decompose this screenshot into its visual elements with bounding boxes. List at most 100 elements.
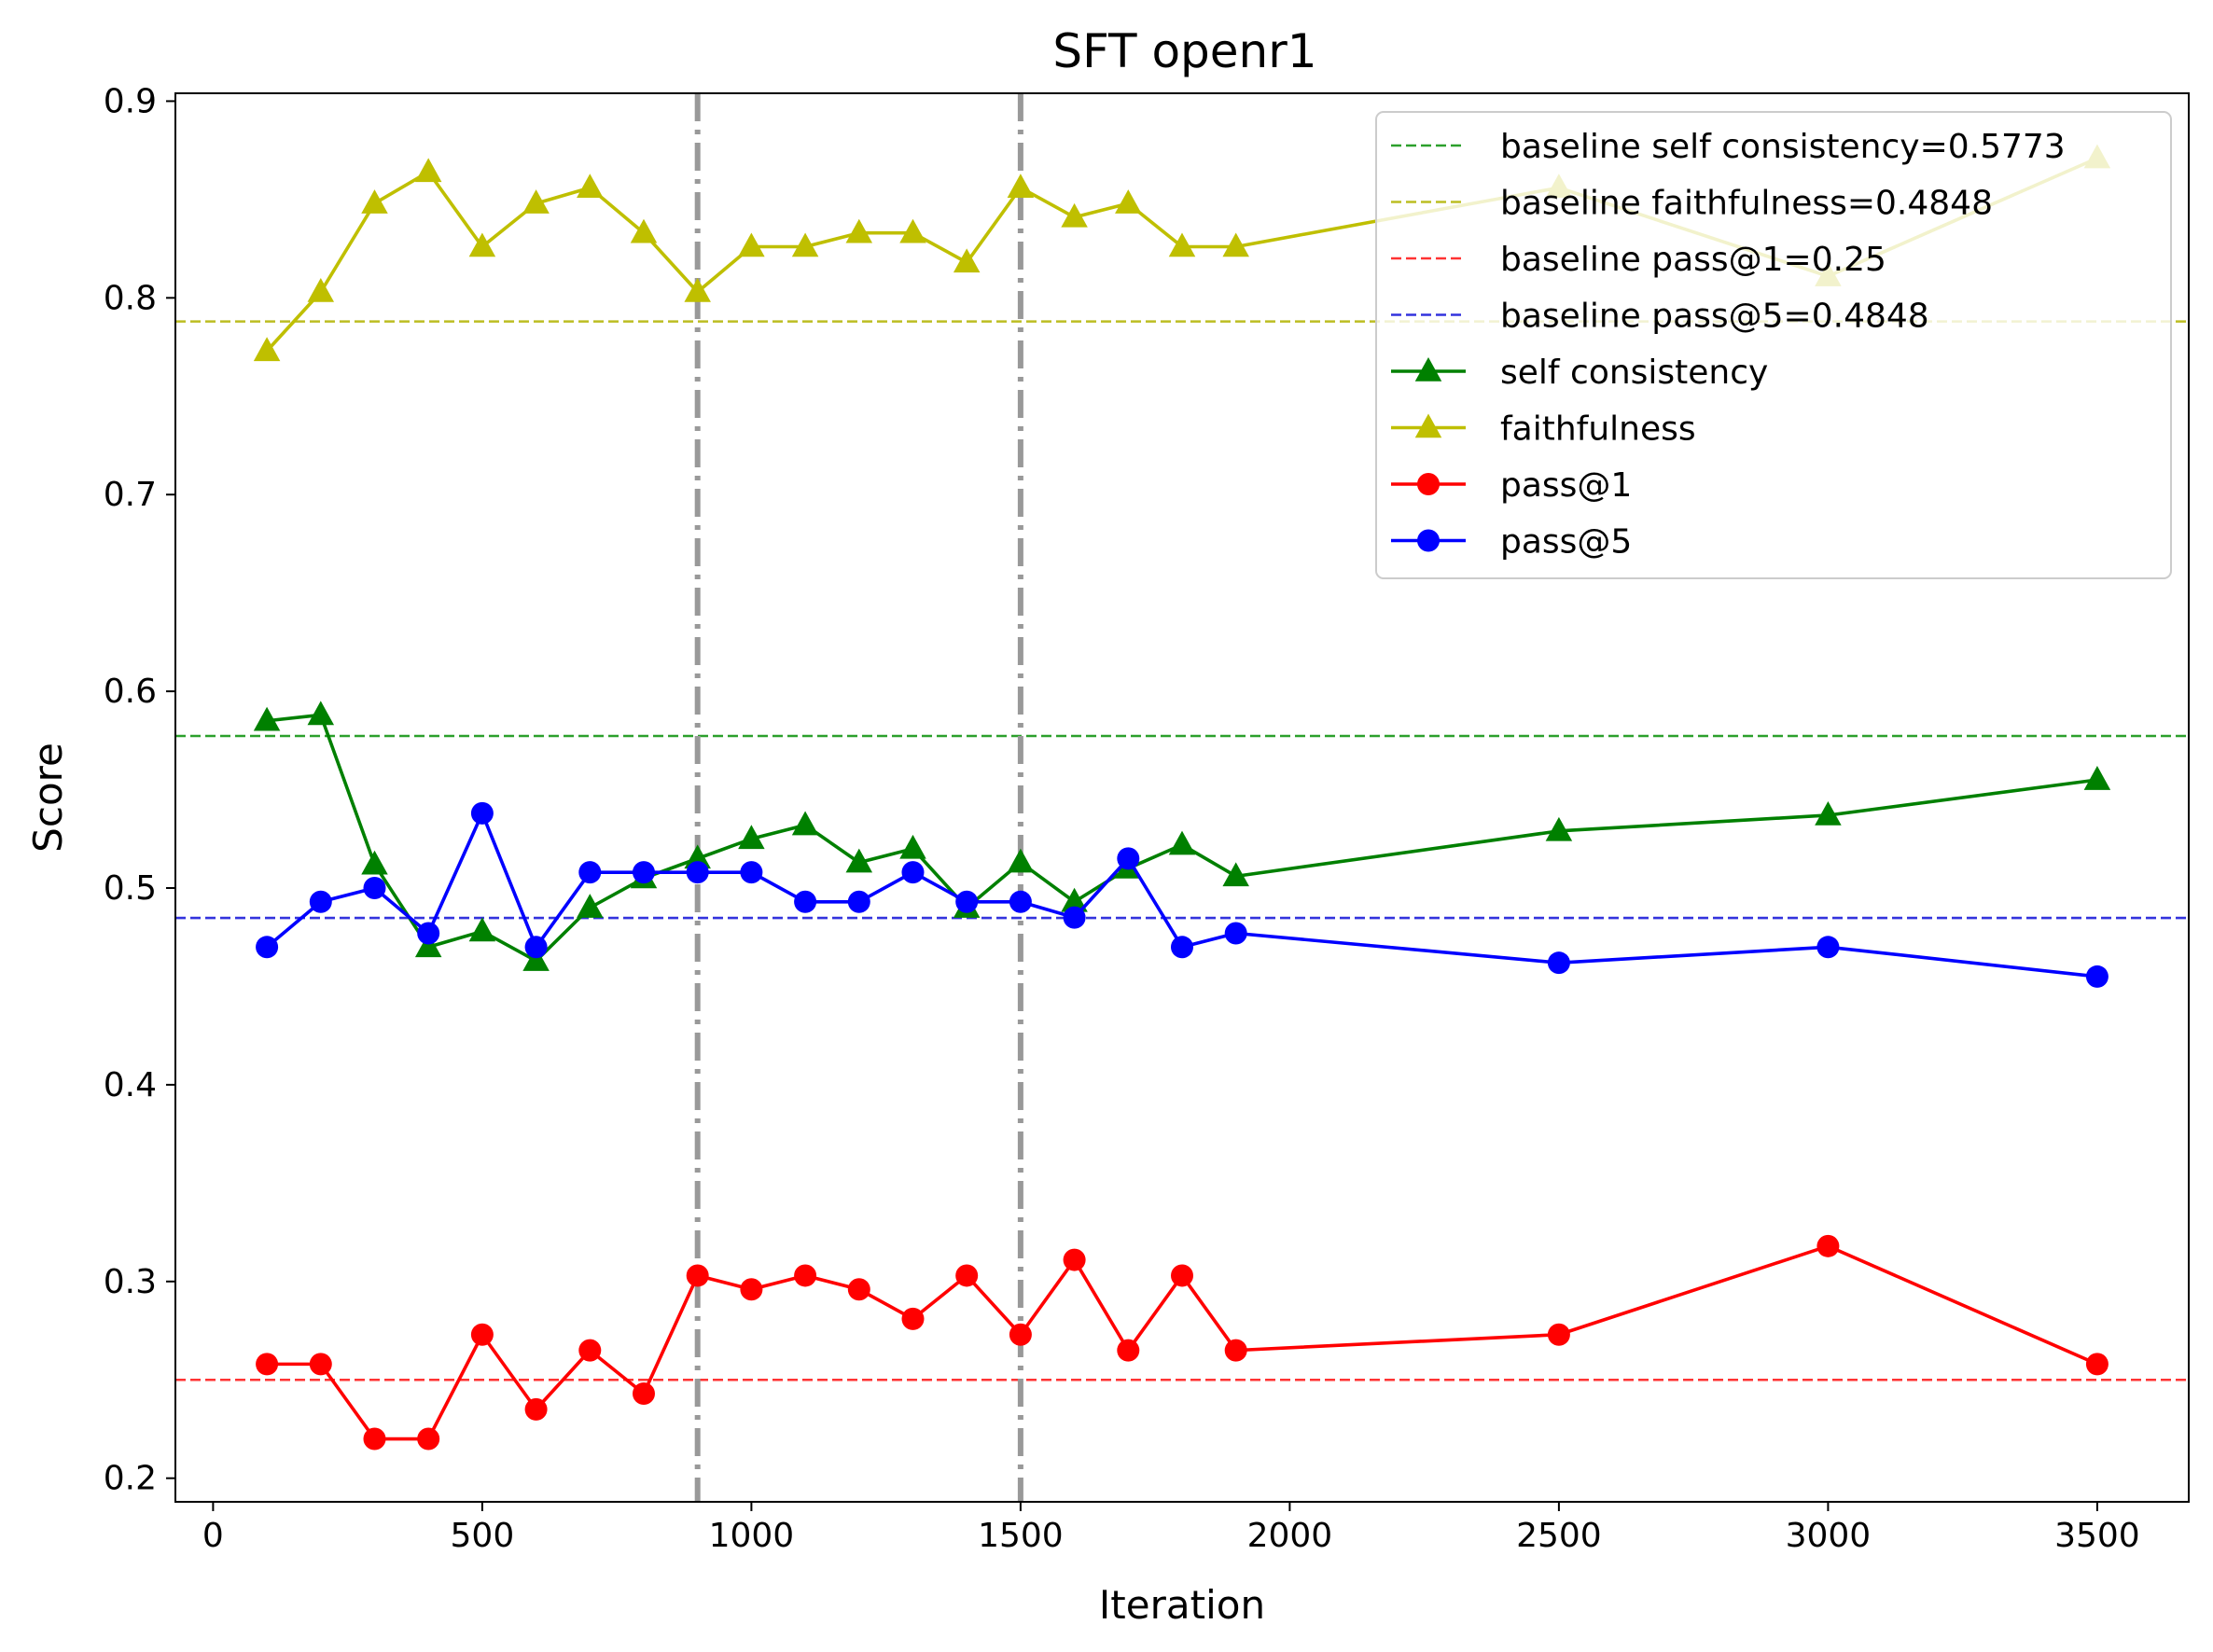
- data-point-2-7: [632, 1382, 655, 1406]
- data-point-1-5: [522, 189, 550, 214]
- data-point-2-2: [363, 1427, 386, 1451]
- x-tick-label-7: 3500: [2054, 1517, 2140, 1555]
- y-tick-label-4: 0.6: [104, 673, 157, 711]
- data-point-0-19: [1545, 816, 1573, 841]
- data-point-1-7: [630, 218, 658, 243]
- data-point-3-11: [847, 890, 870, 913]
- x-tick-label-2: 1000: [709, 1517, 795, 1555]
- data-point-2-16: [1117, 1339, 1140, 1362]
- data-point-3-21: [2085, 965, 2109, 988]
- data-point-1-4: [468, 232, 496, 257]
- y-tick-label-7: 0.9: [104, 82, 157, 120]
- legend-label-baseline-2: baseline pass@1=0.25: [1500, 241, 1886, 279]
- y-tick-label-3: 0.5: [104, 869, 157, 908]
- data-point-3-12: [901, 861, 925, 884]
- plot-area: [175, 93, 2189, 1502]
- data-point-3-4: [470, 801, 494, 825]
- data-point-1-15: [1061, 202, 1088, 228]
- data-point-0-15: [1061, 887, 1088, 912]
- data-point-3-2: [363, 877, 386, 900]
- data-point-3-1: [309, 890, 332, 913]
- data-point-3-20: [1816, 936, 1840, 959]
- data-point-3-5: [524, 936, 548, 959]
- data-point-0-3: [414, 933, 442, 958]
- data-point-3-7: [632, 861, 655, 884]
- x-tick-label-6: 3000: [1786, 1517, 1872, 1555]
- y-axis: 0.2 0.3 0.4 0.5 0.6 0.7 0.8 0.9: [104, 82, 175, 1498]
- data-point-1-6: [577, 174, 604, 199]
- y-tick-label-2: 0.4: [104, 1066, 157, 1104]
- data-point-2-9: [740, 1278, 763, 1301]
- data-point-2-10: [794, 1264, 817, 1287]
- data-point-3-13: [955, 890, 979, 913]
- data-point-1-13: [953, 248, 981, 273]
- data-point-0-1: [307, 701, 335, 726]
- y-tick-label-5: 0.7: [104, 476, 157, 514]
- chart-title: SFT openr1: [1052, 24, 1316, 78]
- legend-swatch-marker-3: [1417, 529, 1440, 552]
- data-point-1-3: [414, 158, 442, 183]
- data-point-3-14: [1009, 890, 1032, 913]
- data-point-2-19: [1547, 1323, 1570, 1346]
- legend-label-series-1: faithfulness: [1500, 410, 1696, 449]
- data-point-1-16: [1115, 189, 1142, 214]
- data-point-3-16: [1117, 847, 1140, 870]
- data-point-1-9: [738, 232, 765, 257]
- data-point-2-11: [847, 1278, 870, 1301]
- data-point-3-18: [1224, 922, 1247, 945]
- data-point-2-0: [256, 1353, 279, 1376]
- data-point-2-6: [578, 1339, 602, 1362]
- data-point-0-20: [1815, 800, 1842, 826]
- data-point-1-10: [791, 232, 819, 257]
- data-point-2-14: [1009, 1323, 1032, 1346]
- data-point-3-3: [417, 922, 440, 945]
- data-point-3-15: [1063, 906, 1086, 929]
- legend-swatch-marker-1: [1414, 413, 1442, 438]
- data-point-0-6: [577, 894, 604, 918]
- data-point-0-2: [361, 850, 388, 875]
- legend-label-series-3: pass@5: [1500, 523, 1632, 562]
- y-tick-label-0: 0.2: [104, 1460, 157, 1498]
- data-point-3-8: [686, 861, 709, 884]
- data-point-1-18: [1222, 232, 1249, 257]
- data-point-1-17: [1168, 232, 1196, 257]
- data-point-2-20: [1816, 1234, 1840, 1257]
- series-line-0: [266, 713, 2098, 963]
- data-point-0-14: [1007, 848, 1035, 873]
- x-tick-label-5: 2500: [1516, 1517, 1602, 1555]
- data-point-2-15: [1063, 1248, 1086, 1271]
- legend-swatch-marker-2: [1417, 473, 1440, 495]
- data-point-1-8: [684, 278, 711, 302]
- data-point-1-11: [845, 218, 873, 243]
- data-point-0-21: [2083, 766, 2111, 790]
- series-line-1: [265, 156, 2098, 353]
- data-point-0-8: [684, 844, 711, 869]
- data-point-0-9: [738, 825, 765, 850]
- data-point-0-10: [791, 811, 819, 836]
- legend-swatch-marker-0: [1414, 357, 1442, 382]
- data-point-1-1: [307, 278, 335, 302]
- y-tick-label-1: 0.3: [104, 1263, 157, 1301]
- data-point-0-11: [845, 848, 873, 873]
- data-point-0-5: [522, 947, 550, 971]
- data-point-1-0: [253, 337, 281, 362]
- data-point-3-10: [794, 890, 817, 913]
- data-point-0-18: [1222, 862, 1249, 887]
- data-point-2-17: [1171, 1264, 1193, 1287]
- data-point-2-12: [901, 1307, 925, 1330]
- legend: baseline self consistency=0.5773 baseline…: [1375, 111, 2172, 579]
- data-point-1-2: [361, 189, 388, 214]
- data-point-2-18: [1224, 1339, 1247, 1362]
- legend-label-baseline-1: baseline faithfulness=0.4848: [1500, 185, 1993, 223]
- data-point-3-17: [1171, 936, 1193, 959]
- x-tick-label-1: 500: [451, 1517, 515, 1555]
- x-axis: 0 500 1000 1500 2000 2500 3000 3500: [202, 1502, 2140, 1555]
- data-point-0-0: [253, 706, 281, 731]
- data-point-0-17: [1168, 830, 1196, 855]
- y-tick-label-6: 0.8: [104, 279, 157, 317]
- data-point-2-3: [417, 1427, 440, 1451]
- legend-label-series-0: self consistency: [1500, 354, 1768, 392]
- data-point-3-9: [740, 861, 763, 884]
- data-point-2-5: [524, 1397, 548, 1421]
- x-axis-label: Iteration: [1099, 1582, 1265, 1628]
